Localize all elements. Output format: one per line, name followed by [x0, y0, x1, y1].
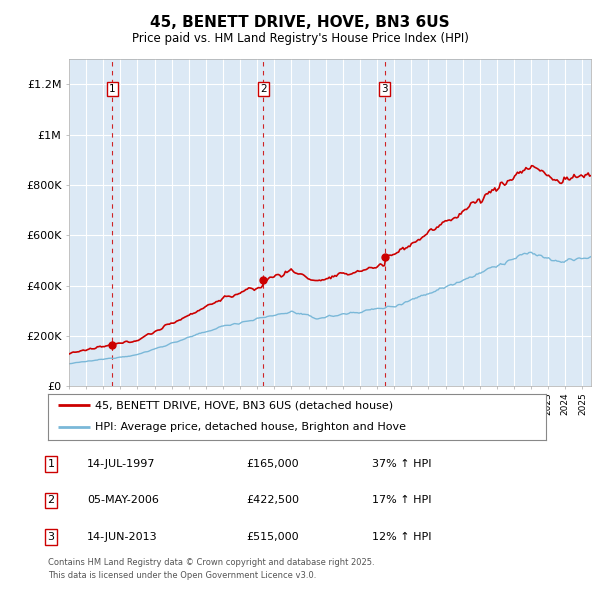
Text: Contains HM Land Registry data © Crown copyright and database right 2025.: Contains HM Land Registry data © Crown c…: [48, 558, 374, 567]
Text: 05-MAY-2006: 05-MAY-2006: [87, 496, 159, 505]
Text: 45, BENETT DRIVE, HOVE, BN3 6US: 45, BENETT DRIVE, HOVE, BN3 6US: [150, 15, 450, 30]
Text: HPI: Average price, detached house, Brighton and Hove: HPI: Average price, detached house, Brig…: [95, 422, 406, 432]
Text: 14-JUL-1997: 14-JUL-1997: [87, 459, 155, 468]
Text: 2: 2: [47, 496, 55, 505]
Text: 1: 1: [109, 84, 116, 94]
Text: 3: 3: [47, 532, 55, 542]
Text: 2: 2: [260, 84, 266, 94]
Text: 14-JUN-2013: 14-JUN-2013: [87, 532, 158, 542]
Text: 1: 1: [47, 459, 55, 468]
Text: £422,500: £422,500: [246, 496, 299, 505]
Text: 37% ↑ HPI: 37% ↑ HPI: [372, 459, 431, 468]
Text: Price paid vs. HM Land Registry's House Price Index (HPI): Price paid vs. HM Land Registry's House …: [131, 32, 469, 45]
Text: 17% ↑ HPI: 17% ↑ HPI: [372, 496, 431, 505]
Text: 45, BENETT DRIVE, HOVE, BN3 6US (detached house): 45, BENETT DRIVE, HOVE, BN3 6US (detache…: [95, 400, 394, 410]
Text: £515,000: £515,000: [246, 532, 299, 542]
Text: 12% ↑ HPI: 12% ↑ HPI: [372, 532, 431, 542]
Text: £165,000: £165,000: [246, 459, 299, 468]
Text: This data is licensed under the Open Government Licence v3.0.: This data is licensed under the Open Gov…: [48, 571, 316, 580]
Text: 3: 3: [382, 84, 388, 94]
